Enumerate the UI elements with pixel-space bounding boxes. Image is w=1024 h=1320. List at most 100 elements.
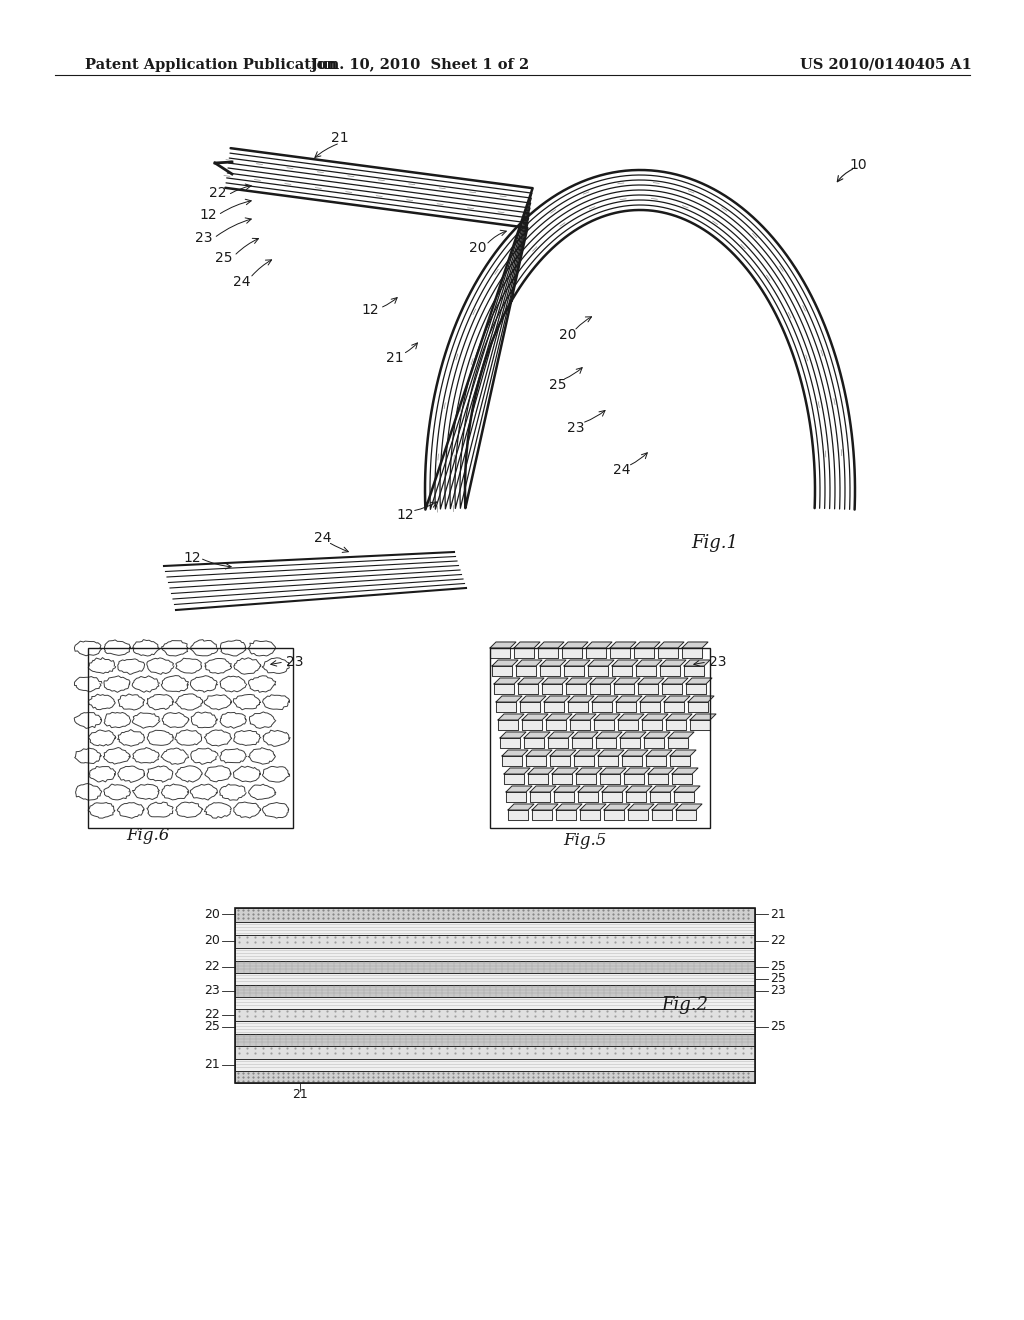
Text: 21: 21 (331, 131, 349, 145)
Polygon shape (544, 702, 564, 711)
Bar (234, 1034, 755, 1045)
Polygon shape (540, 660, 566, 667)
Text: 23: 23 (710, 655, 727, 669)
Polygon shape (614, 684, 634, 694)
Polygon shape (496, 702, 516, 711)
Polygon shape (500, 733, 526, 738)
Polygon shape (578, 792, 598, 803)
Polygon shape (540, 667, 560, 676)
Text: 22: 22 (204, 961, 220, 974)
Text: 23: 23 (770, 985, 785, 998)
Text: 25: 25 (549, 378, 566, 392)
Polygon shape (548, 733, 574, 738)
Polygon shape (532, 810, 552, 820)
Polygon shape (628, 804, 654, 810)
Polygon shape (494, 684, 514, 694)
Polygon shape (494, 678, 520, 684)
Bar (234, 1059, 755, 1071)
Polygon shape (594, 714, 620, 719)
Polygon shape (596, 733, 622, 738)
Polygon shape (686, 678, 712, 684)
Polygon shape (538, 642, 564, 648)
Text: 20: 20 (469, 242, 486, 255)
Bar (234, 997, 755, 1008)
Polygon shape (620, 733, 646, 738)
Polygon shape (575, 768, 602, 774)
Polygon shape (668, 738, 688, 748)
Polygon shape (530, 785, 556, 792)
Polygon shape (690, 714, 716, 719)
Polygon shape (662, 678, 688, 684)
Polygon shape (666, 719, 686, 730)
Polygon shape (508, 810, 528, 820)
Polygon shape (518, 678, 544, 684)
Polygon shape (586, 642, 612, 648)
Bar (234, 1071, 755, 1082)
Polygon shape (646, 756, 666, 766)
Polygon shape (640, 696, 666, 702)
Polygon shape (664, 702, 684, 711)
Polygon shape (686, 684, 706, 694)
Polygon shape (660, 667, 680, 676)
Bar (234, 935, 755, 948)
Polygon shape (682, 648, 702, 657)
Polygon shape (530, 792, 550, 803)
Polygon shape (636, 667, 656, 676)
Polygon shape (514, 642, 540, 648)
Text: Fig.1: Fig.1 (691, 535, 738, 552)
Text: 12: 12 (183, 550, 201, 565)
Polygon shape (624, 774, 644, 784)
Polygon shape (516, 660, 542, 667)
Polygon shape (616, 696, 642, 702)
Polygon shape (578, 785, 604, 792)
Polygon shape (590, 684, 610, 694)
Polygon shape (622, 750, 648, 756)
Polygon shape (526, 750, 552, 756)
Polygon shape (626, 792, 646, 803)
Polygon shape (638, 678, 664, 684)
Polygon shape (520, 696, 546, 702)
Polygon shape (652, 804, 678, 810)
Polygon shape (622, 756, 642, 766)
Text: 22: 22 (770, 935, 785, 948)
Polygon shape (666, 714, 692, 719)
Polygon shape (614, 678, 640, 684)
Polygon shape (688, 696, 714, 702)
Text: Patent Application Publication: Patent Application Publication (85, 58, 337, 73)
Polygon shape (602, 785, 628, 792)
Polygon shape (652, 810, 672, 820)
Polygon shape (612, 667, 632, 676)
Text: 21: 21 (770, 908, 785, 920)
Polygon shape (554, 785, 580, 792)
Polygon shape (504, 768, 530, 774)
Polygon shape (598, 750, 624, 756)
Bar (234, 961, 755, 973)
Polygon shape (506, 785, 532, 792)
Polygon shape (640, 702, 660, 711)
Polygon shape (526, 756, 546, 766)
Polygon shape (626, 785, 652, 792)
Polygon shape (564, 667, 584, 676)
Polygon shape (638, 684, 658, 694)
Polygon shape (634, 642, 660, 648)
Text: 22: 22 (209, 186, 226, 201)
Text: 12: 12 (361, 304, 379, 317)
Bar (234, 908, 755, 1082)
Polygon shape (500, 738, 520, 748)
Polygon shape (658, 642, 684, 648)
Polygon shape (590, 678, 616, 684)
Polygon shape (688, 702, 708, 711)
Polygon shape (618, 714, 644, 719)
Polygon shape (492, 667, 512, 676)
Text: 25: 25 (770, 1020, 785, 1034)
Polygon shape (620, 738, 640, 748)
Polygon shape (528, 768, 554, 774)
Polygon shape (568, 702, 588, 711)
Text: 20: 20 (559, 327, 577, 342)
Polygon shape (616, 702, 636, 711)
Bar (234, 985, 755, 997)
Polygon shape (664, 696, 690, 702)
Polygon shape (644, 738, 664, 748)
Text: 25: 25 (204, 1020, 220, 1034)
Text: 12: 12 (396, 508, 414, 521)
